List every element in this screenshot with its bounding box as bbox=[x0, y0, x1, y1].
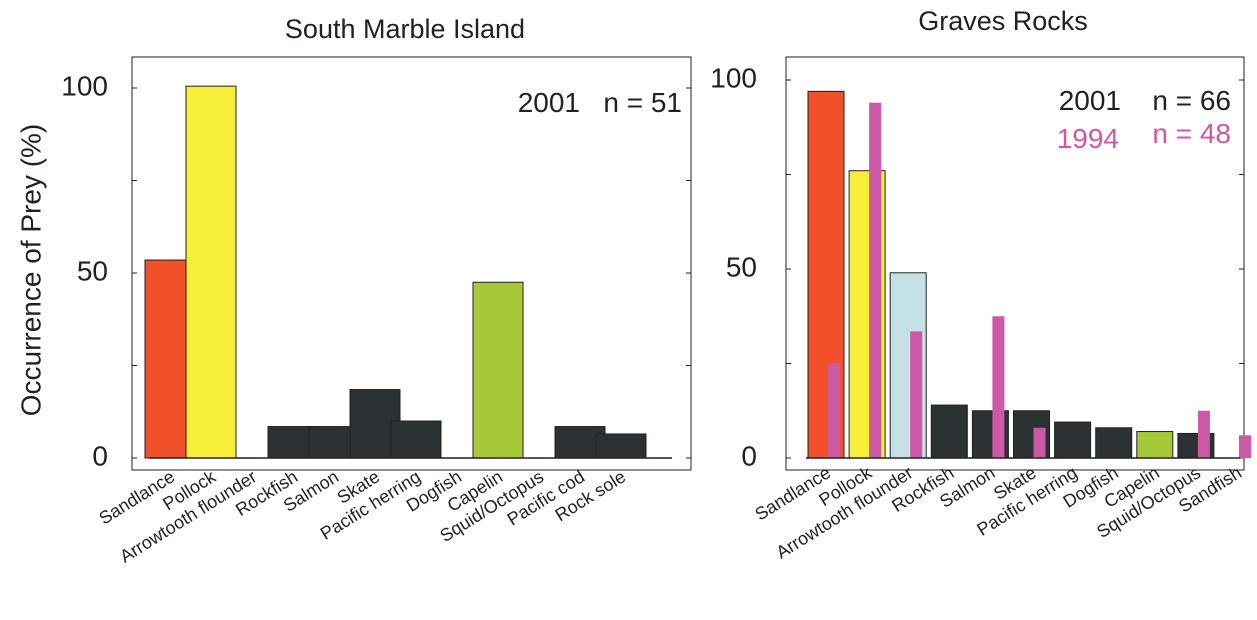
bar-2001-capelin bbox=[1136, 431, 1174, 459]
y-tick-label: 50 bbox=[726, 251, 757, 282]
legend-annotation: 2001 n = 51 bbox=[518, 87, 682, 118]
bar-2001-pacific-herring bbox=[390, 420, 442, 459]
y-tick-label: 100 bbox=[61, 70, 108, 101]
chart-panel-graves-rocks: Graves Rocks 0 50 100 SandlancePollockArro… bbox=[710, 6, 1251, 563]
y-tick-label: 100 bbox=[710, 62, 757, 93]
y-tick-label: 0 bbox=[741, 440, 757, 471]
plot-frame bbox=[785, 56, 1245, 471]
bars bbox=[807, 90, 1251, 459]
y-tick-label: 0 bbox=[92, 440, 108, 471]
y-tick-label: 50 bbox=[77, 255, 108, 286]
bar-2001-capelin bbox=[472, 281, 524, 459]
annotation-n-2001: n = 51 bbox=[603, 87, 682, 118]
plot-frame bbox=[131, 56, 692, 471]
bar-2001-sandlance bbox=[807, 90, 845, 459]
bar-2001-dogfish bbox=[1095, 427, 1133, 459]
legend-annotation: 2001 n = 66 1994 n = 48 bbox=[1057, 85, 1231, 154]
annotation-year-1994: 1994 bbox=[1057, 123, 1119, 154]
chart-title: South Marble Island bbox=[285, 14, 525, 44]
annotation-year-2001: 2001 bbox=[1059, 85, 1121, 116]
y-axis-label: Occurrence of Prey (%) bbox=[15, 124, 46, 417]
bars bbox=[144, 85, 647, 459]
annotation-n-2001: n = 66 bbox=[1152, 85, 1231, 116]
bar-2001-pollock bbox=[185, 85, 237, 459]
bar-1994-arrowtooth-flounder bbox=[910, 331, 923, 458]
bar-1994-salmon bbox=[992, 316, 1005, 458]
bar-1994-skate bbox=[1033, 427, 1046, 458]
annotation-year-2001: 2001 bbox=[518, 87, 580, 118]
bar-1994-sandfish bbox=[1239, 435, 1251, 458]
y-axis: 0 50 100 bbox=[61, 70, 691, 471]
bar-2001-pacific-herring bbox=[1054, 421, 1092, 459]
bar-1994-pollock bbox=[869, 102, 882, 459]
bar-2001-rock-sole bbox=[595, 433, 647, 459]
annotation-n-1994: n = 48 bbox=[1152, 118, 1231, 149]
y-axis: 0 50 100 bbox=[710, 62, 1244, 471]
bar-1994-squid-octopus bbox=[1197, 410, 1210, 458]
bar-2001-rockfish bbox=[930, 404, 968, 459]
bar-1994-sandlance bbox=[828, 363, 840, 458]
chart-title: Graves Rocks bbox=[918, 6, 1088, 36]
chart-panel-south-marble-island: South Marble Island 0 50 100 SandlancePoll… bbox=[61, 14, 692, 567]
